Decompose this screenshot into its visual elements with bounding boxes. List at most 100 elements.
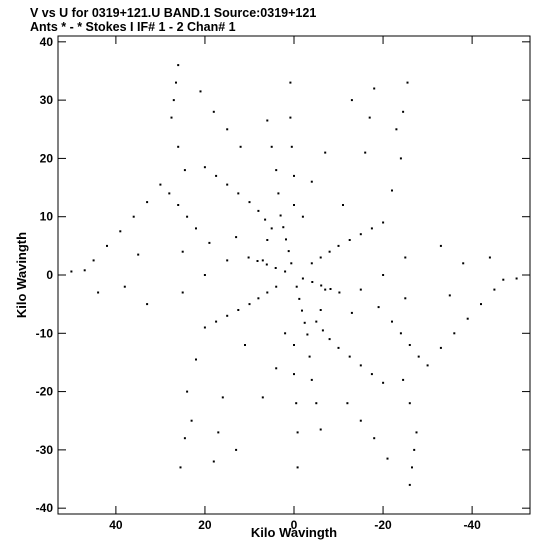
uv-point [415, 431, 418, 434]
uv-point [466, 317, 469, 320]
uv-point [168, 192, 171, 195]
uv-point [303, 321, 306, 324]
uv-point [217, 431, 220, 434]
uv-point [408, 344, 411, 346]
uv-point [256, 260, 259, 262]
uv-point [239, 145, 242, 148]
uv-point [328, 338, 331, 341]
uv-point [315, 320, 318, 323]
y-tick-label: -30 [36, 443, 54, 457]
uv-point [248, 201, 251, 204]
uv-point [348, 239, 351, 241]
data-points [70, 64, 518, 486]
uv-point [404, 297, 407, 300]
uv-point [320, 284, 323, 287]
uv-point [359, 288, 362, 291]
uv-point [293, 174, 295, 177]
uv-point [266, 119, 269, 122]
uv-point [350, 311, 353, 314]
uv-point [83, 269, 86, 272]
x-tick-label: 20 [198, 518, 212, 532]
y-tick-label: -10 [36, 326, 54, 340]
uv-point [215, 174, 218, 177]
uv-point [277, 192, 280, 195]
uv-point [359, 364, 362, 367]
uv-point [417, 355, 420, 358]
uv-point [282, 226, 285, 229]
uv-point [123, 285, 126, 288]
uv-point [373, 437, 376, 440]
y-tick-label: 30 [40, 93, 54, 107]
uv-point [391, 320, 393, 323]
uv-point [502, 278, 505, 281]
uv-point [284, 332, 287, 335]
uv-point [203, 326, 206, 329]
uv-point [195, 358, 197, 361]
y-tick-label: 20 [40, 151, 54, 165]
x-tick-label: 40 [109, 518, 123, 532]
uv-point [399, 332, 402, 335]
uv-point [226, 259, 229, 262]
uv-point [453, 332, 456, 335]
uv-point [370, 227, 373, 230]
uv-point [408, 483, 411, 486]
uv-point [346, 402, 349, 405]
uv-point [480, 303, 482, 306]
uv-point [382, 274, 385, 276]
uv-point [146, 201, 149, 204]
uv-point [515, 277, 518, 280]
uv-point [395, 128, 398, 131]
uv-point [370, 373, 373, 376]
y-tick-label: 40 [40, 35, 54, 49]
uv-point [310, 180, 313, 183]
uv-point [298, 297, 301, 300]
y-tick-label: -20 [36, 385, 54, 399]
uv-point [348, 355, 351, 358]
plot-subtitle: Ants * - * Stokes I IF# 1 - 2 Chan# 1 [30, 20, 236, 34]
uv-point [226, 128, 229, 131]
uv-point [368, 116, 371, 119]
uv-point [183, 169, 186, 172]
uv-point [226, 314, 229, 317]
uv-point [244, 344, 246, 346]
uv-point [337, 346, 340, 349]
uv-point [404, 256, 407, 259]
uv-point [293, 373, 295, 376]
x-tick-label: 0 [291, 518, 298, 532]
uv-point [328, 250, 331, 253]
uv-point [261, 396, 264, 399]
uv-point [382, 221, 385, 224]
uv-point [462, 262, 465, 265]
uv-point [359, 419, 362, 422]
uv-point [137, 253, 140, 256]
uv-point [439, 346, 442, 349]
plot-title: V vs U for 0319+121.U BAND.1 Source:0319… [30, 6, 317, 20]
uv-point [293, 204, 295, 206]
uv-point [247, 256, 250, 259]
uv-point [257, 297, 260, 300]
uv-point [215, 320, 218, 323]
uv-point [296, 466, 299, 469]
uv-point [382, 381, 385, 384]
uv-point [264, 218, 267, 221]
uv-point [179, 466, 182, 469]
x-tick-label: -20 [374, 518, 392, 532]
uv-point [70, 270, 73, 273]
uv-point [92, 259, 95, 262]
uv-point [310, 378, 313, 381]
uv-point [315, 402, 318, 405]
y-tick-label: -40 [36, 501, 54, 515]
uv-point [132, 215, 135, 218]
uv-point [337, 244, 340, 247]
uv-point [350, 99, 353, 102]
uv-point [338, 291, 341, 294]
x-tick-label: -40 [463, 518, 481, 532]
uv-point [266, 291, 269, 294]
uv-point [399, 157, 402, 160]
uv-point [97, 291, 100, 294]
uv-point [284, 270, 287, 273]
uv-point [261, 259, 264, 262]
uv-point [170, 116, 173, 119]
uv-point [212, 460, 215, 463]
